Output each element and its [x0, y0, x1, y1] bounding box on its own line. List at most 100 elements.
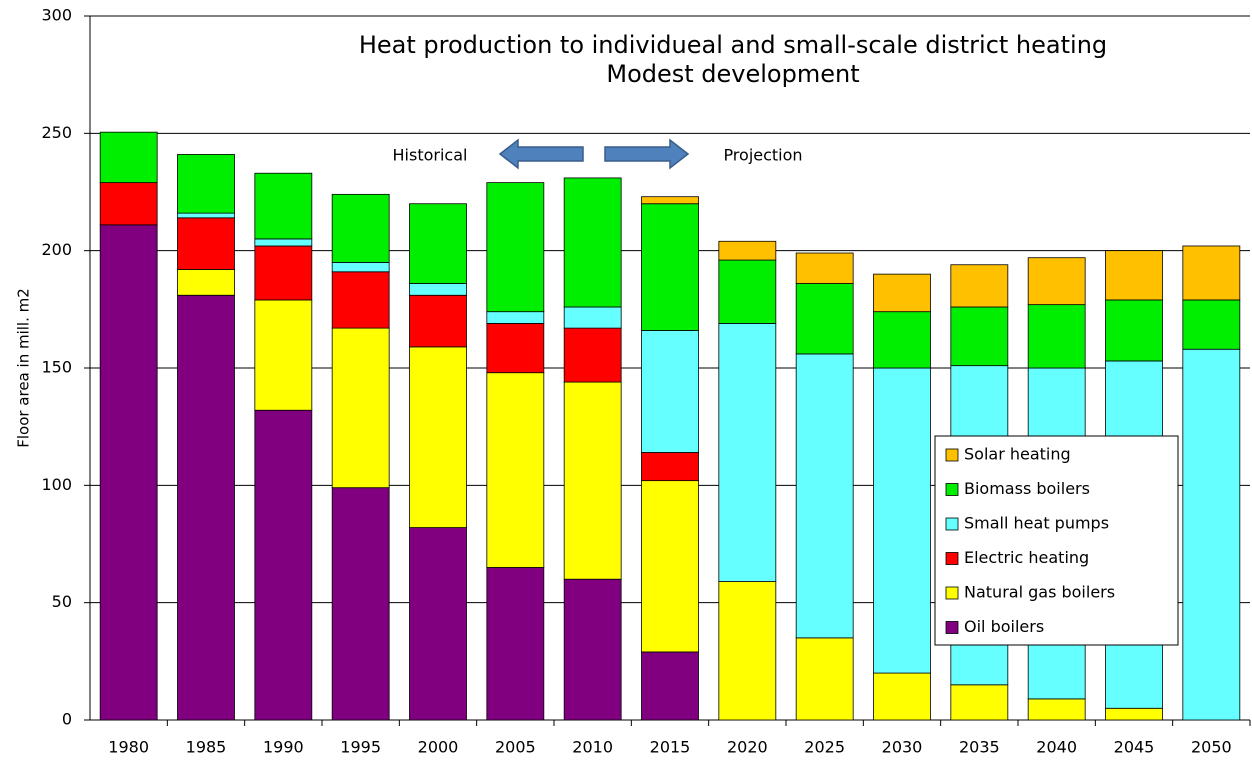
- bar-segment: [177, 269, 235, 296]
- bar-segment: [641, 196, 699, 205]
- legend-label: Biomass boilers: [964, 479, 1090, 498]
- bar-segment: [254, 172, 313, 240]
- bar-segment: [950, 684, 1009, 721]
- bar-segment: [99, 224, 158, 721]
- bar-segment: [563, 306, 622, 329]
- bar-segment: [1105, 299, 1163, 362]
- legend: Solar heating Biomass boilers Small heat p…: [934, 435, 1179, 646]
- y-tick-label: 150: [41, 358, 72, 377]
- bar-segment: [563, 177, 622, 308]
- bar-segment: [409, 283, 467, 296]
- bar-segment: [254, 245, 313, 301]
- bar-segment: [177, 212, 235, 219]
- legend-box: [934, 435, 1179, 646]
- x-tick-label: 1985: [186, 738, 227, 757]
- bar-segment: [563, 578, 622, 721]
- bar-segment: [795, 353, 854, 639]
- x-tick-label: 2030: [882, 738, 923, 757]
- y-tick-label: 50: [52, 592, 72, 611]
- x-tick-label: 2020: [727, 738, 768, 757]
- bar-segment: [1182, 299, 1241, 350]
- bar-segment: [409, 203, 467, 284]
- y-axis-label: Floor area in mill. m2: [15, 288, 33, 448]
- bar-segment: [950, 264, 1009, 308]
- bar-segment: [873, 672, 931, 721]
- legend-swatch: [945, 483, 959, 496]
- bar-segment: [1105, 250, 1163, 301]
- bar-segment: [486, 182, 545, 313]
- x-tick-label: 2035: [959, 738, 1000, 757]
- bar-segment: [331, 271, 390, 329]
- x-tick-label: 2015: [650, 738, 691, 757]
- bar-segment: [795, 637, 854, 721]
- bar-segment: [563, 381, 622, 580]
- legend-swatch: [945, 621, 959, 634]
- bar-segment: [409, 294, 467, 348]
- bar-segment: [873, 311, 931, 369]
- bar-segment: [641, 452, 699, 482]
- x-tick-label: 1980: [108, 738, 149, 757]
- bar-segment: [409, 527, 467, 721]
- x-tick-label: 1990: [263, 738, 304, 757]
- x-tick-label: 2045: [1114, 738, 1155, 757]
- arrow-right: [604, 138, 690, 170]
- bar-segment: [873, 273, 931, 313]
- bar-segment: [409, 346, 467, 528]
- bar-segment: [718, 259, 777, 324]
- legend-swatch: [945, 517, 959, 531]
- bar-segment: [795, 252, 854, 284]
- chart-subtitle: Modest development: [606, 60, 859, 88]
- bar-segment: [486, 567, 545, 721]
- bar-segment: [1027, 698, 1086, 721]
- bar-segment: [641, 330, 699, 453]
- bar-segment: [486, 311, 545, 324]
- bar-segment: [1182, 348, 1241, 721]
- legend-label: Solar heating: [964, 445, 1071, 464]
- bar-segment: [1182, 245, 1241, 301]
- bar-segment: [1027, 257, 1086, 306]
- bar-segment: [641, 480, 699, 653]
- bar-segment: [177, 294, 235, 721]
- bar-segment: [177, 217, 235, 270]
- bar-segment: [795, 283, 854, 355]
- bar-segment: [1027, 304, 1086, 369]
- y-tick-label: 250: [41, 123, 72, 142]
- bar-segment: [950, 306, 1009, 367]
- bar-segment: [254, 238, 313, 247]
- bar-segment: [254, 299, 313, 411]
- x-tick-label: 2005: [495, 738, 536, 757]
- bar-segment: [99, 131, 158, 184]
- y-tick-label: 100: [41, 475, 72, 494]
- x-tick-label: 2025: [804, 738, 845, 757]
- y-tick-label: 0: [62, 710, 72, 729]
- x-tick-label: 1995: [340, 738, 381, 757]
- bar-segment: [873, 367, 931, 674]
- bar-segment: [254, 409, 313, 721]
- bar-segment: [718, 323, 777, 582]
- bar-segment: [641, 203, 699, 331]
- x-tick-label: 2040: [1036, 738, 1077, 757]
- legend-swatch: [945, 586, 959, 600]
- bar-segment: [1105, 707, 1163, 721]
- x-tick-label: 2010: [572, 738, 613, 757]
- y-tick-label: 200: [41, 240, 72, 259]
- x-tick-label: 2000: [418, 738, 459, 757]
- annotation: Historical: [393, 146, 468, 165]
- bar-segment: [486, 372, 545, 568]
- bar-segment: [486, 323, 545, 374]
- legend-label: Electric heating: [964, 548, 1089, 567]
- bar-segment: [641, 651, 699, 721]
- arrow-left: [498, 138, 584, 170]
- bar-segment: [331, 487, 390, 721]
- bar-segment: [718, 581, 777, 721]
- annotation: Projection: [723, 146, 802, 165]
- bar-segment: [331, 193, 390, 263]
- bar-segment: [563, 327, 622, 383]
- x-tick-label: 2050: [1191, 738, 1232, 757]
- chart-title: Heat production to individueal and small…: [359, 31, 1107, 59]
- bar-segment: [331, 261, 390, 273]
- bar-segment: [331, 327, 390, 489]
- legend-label: Natural gas boilers: [964, 583, 1115, 602]
- bar-segment: [99, 182, 158, 226]
